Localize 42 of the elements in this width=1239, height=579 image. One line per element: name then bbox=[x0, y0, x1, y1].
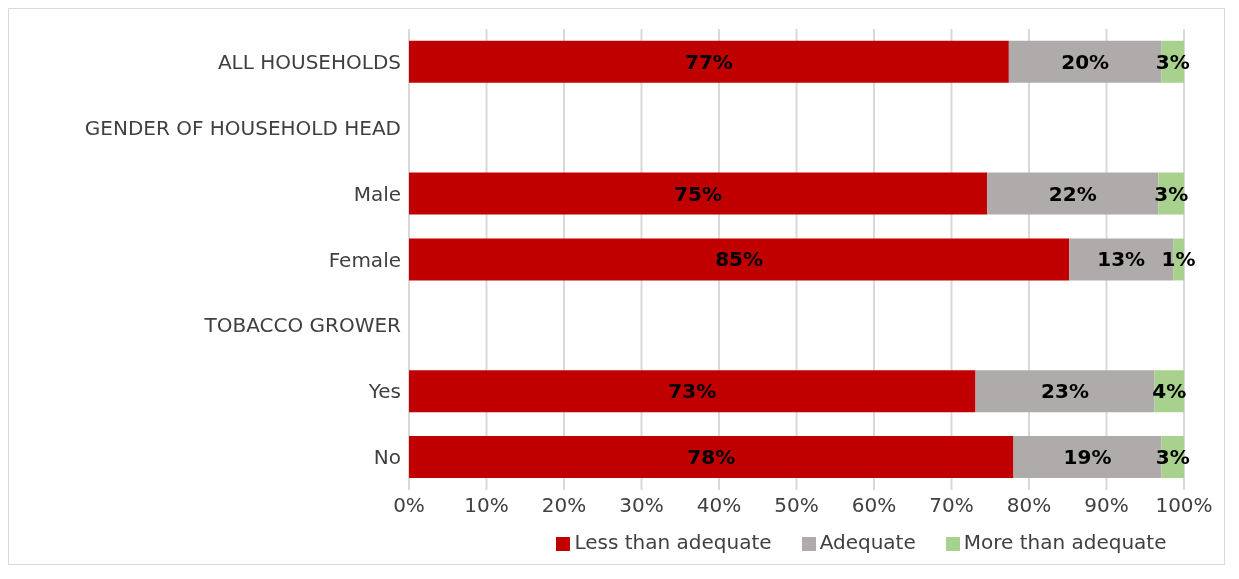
x-tick-label: 40% bbox=[696, 493, 742, 518]
data-label: 22% bbox=[1048, 181, 1097, 206]
y-tick-label: Male bbox=[353, 181, 401, 206]
bar bbox=[409, 370, 976, 413]
data-label: 4% bbox=[1152, 379, 1187, 404]
y-tick-label: Female bbox=[328, 247, 401, 272]
data-label: 3% bbox=[1155, 445, 1190, 469]
data-label: 85% bbox=[715, 247, 764, 272]
x-tick-label: 90% bbox=[1084, 493, 1129, 518]
legend-label: More than adequate bbox=[963, 530, 1167, 554]
x-tick-label: 10% bbox=[464, 493, 509, 518]
data-label: 3% bbox=[1155, 49, 1190, 74]
data-label: 75% bbox=[674, 181, 723, 206]
data-label: 13% bbox=[1097, 247, 1146, 272]
x-tick-label: 0% bbox=[393, 493, 425, 518]
legend-label: Less than adequate bbox=[574, 530, 772, 554]
data-label: 78% bbox=[687, 445, 736, 469]
bar bbox=[409, 40, 1009, 83]
bar bbox=[409, 238, 1070, 281]
data-label: 19% bbox=[1063, 445, 1112, 469]
x-tick-label: 60% bbox=[851, 493, 897, 518]
legend-label: Adequate bbox=[819, 530, 916, 554]
y-tick-label: Yes bbox=[367, 379, 401, 404]
data-label: 20% bbox=[1061, 49, 1110, 74]
data-label: 77% bbox=[684, 49, 733, 74]
y-tick-label: GENDER OF HOUSEHOLD HEAD bbox=[84, 115, 401, 140]
x-tick-label: 30% bbox=[619, 493, 664, 518]
data-label: 3% bbox=[1154, 181, 1189, 206]
bar bbox=[975, 370, 1155, 413]
data-label: 73% bbox=[668, 379, 717, 404]
y-tick-label: TOBACCO GROWER bbox=[203, 313, 402, 338]
x-tick-label: 100% bbox=[1155, 493, 1213, 518]
data-label: 1% bbox=[1161, 247, 1196, 272]
bar bbox=[409, 436, 1014, 478]
x-tick-label: 50% bbox=[774, 493, 819, 518]
y-tick-label: ALL HOUSEHOLDS bbox=[217, 50, 401, 75]
x-tick-label: 80% bbox=[1006, 493, 1052, 518]
data-label: 23% bbox=[1041, 379, 1089, 404]
bar bbox=[409, 172, 988, 215]
x-tick-label: 70% bbox=[929, 493, 974, 518]
y-tick-label: No bbox=[373, 445, 401, 470]
x-tick-label: 20% bbox=[541, 493, 587, 518]
